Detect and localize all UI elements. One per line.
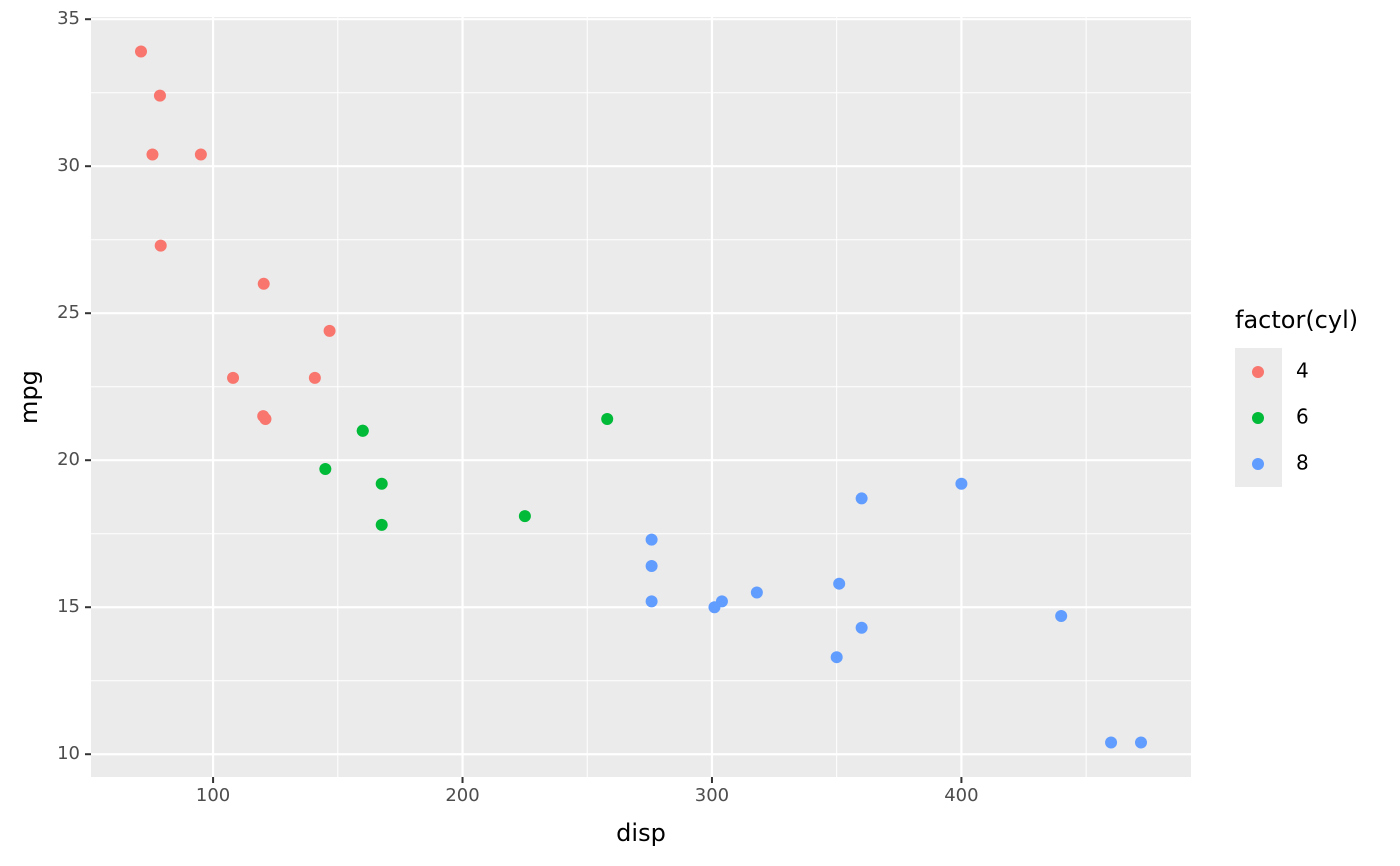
point — [955, 477, 968, 490]
legend-key — [1252, 458, 1264, 470]
point — [750, 586, 763, 599]
point — [855, 621, 868, 634]
point — [1055, 610, 1068, 623]
point — [154, 239, 167, 252]
point — [323, 324, 336, 337]
panel — [91, 17, 1191, 777]
point — [1135, 736, 1147, 749]
y-tick-label: 25 — [57, 302, 80, 323]
point — [833, 577, 846, 590]
y-tick-label: 20 — [57, 449, 80, 470]
point — [319, 463, 332, 476]
point — [855, 492, 868, 505]
point — [645, 595, 658, 608]
point — [1105, 736, 1118, 749]
y-tick-label: 10 — [57, 743, 80, 764]
point — [645, 560, 658, 573]
y-tick-label: 35 — [57, 8, 80, 29]
legend-key — [1252, 412, 1264, 424]
legend-title: factor(cyl) — [1235, 306, 1358, 334]
legend-label: 8 — [1296, 451, 1309, 475]
point — [153, 89, 166, 102]
x-tick-label: 400 — [944, 785, 978, 806]
y-tick-label: 15 — [57, 596, 80, 617]
point — [375, 518, 388, 531]
point — [308, 371, 321, 384]
x-tick-label: 300 — [695, 785, 729, 806]
point — [257, 277, 270, 290]
point — [830, 651, 843, 664]
point — [375, 477, 388, 490]
point — [601, 413, 614, 426]
point — [259, 413, 272, 426]
legend-key — [1252, 366, 1264, 378]
point — [518, 510, 531, 523]
legend-label: 4 — [1296, 359, 1309, 383]
grid — [91, 17, 1191, 777]
points — [135, 45, 1147, 749]
point — [356, 424, 369, 437]
point — [146, 148, 159, 161]
y-axis-title: mpg — [15, 370, 43, 424]
x-tick-label: 200 — [445, 785, 479, 806]
y-tick-label: 30 — [57, 155, 80, 176]
point — [135, 45, 147, 58]
x-tick-label: 100 — [196, 785, 230, 806]
x-axis-title: disp — [616, 819, 666, 847]
point — [645, 533, 658, 546]
legend-label: 6 — [1296, 405, 1309, 429]
point — [194, 148, 207, 161]
point — [708, 601, 721, 614]
point — [227, 371, 240, 384]
